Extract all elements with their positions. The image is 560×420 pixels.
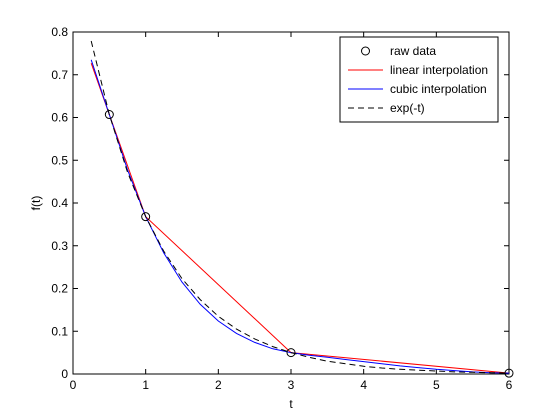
legend-label: cubic interpolation: [390, 82, 487, 96]
y-tick-label: 0.1: [51, 324, 68, 338]
y-tick-label: 0.4: [51, 196, 68, 210]
y-tick-label: 0.7: [51, 68, 68, 82]
axis-ticks: 0 1 2 3 4 5 6 0 0.1 0.2 0.3 0.4 0.5 0.6 0.7 0.8: [51, 25, 512, 392]
legend-label: linear interpolation: [390, 63, 488, 77]
legend-box: [339, 36, 499, 123]
raw-data-point: [504, 368, 514, 378]
x-tick-label: 4: [360, 378, 367, 392]
y-tick-label: 0.6: [51, 111, 68, 125]
data-series: [90, 40, 514, 378]
y-tick-label: 0.3: [51, 239, 68, 253]
y-axis-label: f(t): [29, 196, 43, 211]
y-tick-label: 0.2: [51, 282, 68, 296]
exp-curve-line: [90, 40, 510, 374]
x-tick-label: 0: [70, 378, 77, 392]
x-tick-label: 3: [288, 378, 295, 392]
cubic-interpolation-line: [90, 59, 510, 374]
x-axis-label: t: [289, 397, 293, 411]
raw-data-point: [104, 110, 114, 120]
legend-label: exp(-t): [390, 101, 425, 115]
y-tick-label: 0: [61, 367, 68, 381]
legend: raw data linear interpolation cubic interp…: [339, 36, 499, 123]
raw-data-point: [286, 348, 296, 358]
x-tick-label: 1: [142, 378, 149, 392]
x-tick-label: 2: [215, 378, 222, 392]
x-tick-label: 5: [433, 378, 440, 392]
x-tick-label: 6: [506, 378, 513, 392]
raw-data-point: [141, 212, 151, 222]
legend-label: raw data: [390, 44, 436, 58]
y-tick-label: 0.5: [51, 153, 68, 167]
y-tick-label: 0.8: [51, 25, 68, 39]
legend-symbol: [361, 46, 370, 56]
